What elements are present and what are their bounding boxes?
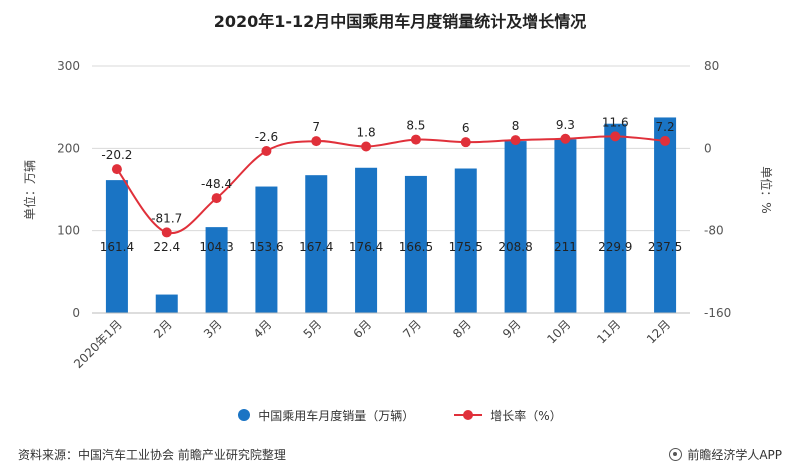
legend-bar-marker xyxy=(238,409,251,421)
chart-title: 2020年1-12月中国乘用车月度销量统计及增长情况 xyxy=(213,12,587,31)
bar-data-label: 161.4 xyxy=(100,240,134,254)
bar-data-label: 175.5 xyxy=(449,240,483,254)
growth-data-label: -81.7 xyxy=(151,211,182,225)
bar-data-label: 104.3 xyxy=(199,240,233,254)
bar-data-label: 176.4 xyxy=(349,240,383,254)
growth-data-label: 1.8 xyxy=(357,125,376,139)
bar-data-label: 211 xyxy=(554,240,577,254)
bar xyxy=(355,167,378,313)
growth-data-label: 8.5 xyxy=(406,119,425,133)
right-tick-label: 80 xyxy=(704,59,719,73)
legend-item-growth[interactable]: 增长率（%） xyxy=(454,407,562,424)
brand-credit: 前瞻经济学人APP xyxy=(669,446,782,463)
bar-data-label: 22.4 xyxy=(153,240,180,254)
bar-data-label: 208.8 xyxy=(498,240,532,254)
growth-data-label: 9.3 xyxy=(556,118,575,132)
left-tick-label: 100 xyxy=(57,224,80,238)
growth-point xyxy=(161,227,172,238)
growth-data-label: 6 xyxy=(462,121,470,135)
x-tick-label: 5月 xyxy=(301,317,325,341)
x-tick-label: 9月 xyxy=(500,317,524,341)
growth-point xyxy=(361,141,372,152)
growth-data-label: -2.6 xyxy=(255,130,278,144)
x-tick-label: 6月 xyxy=(350,317,374,341)
bar xyxy=(305,175,328,313)
legend-line-marker xyxy=(454,409,483,421)
bar-series: 161.4 22.4 104.3 153.6 167.4 176.4 166.5 175.5 2… xyxy=(100,117,682,313)
x-tick-label: 12月 xyxy=(644,317,673,346)
x-tick-label: 4月 xyxy=(251,317,275,341)
bar xyxy=(654,117,677,313)
grid-lines xyxy=(92,65,690,314)
growth-data-label: -20.2 xyxy=(101,148,132,162)
x-tick-label: 10月 xyxy=(544,317,573,346)
bar xyxy=(404,175,427,313)
bar xyxy=(205,227,228,313)
growth-point xyxy=(211,193,222,204)
growth-point xyxy=(460,137,471,148)
bar-data-label: 153.6 xyxy=(249,240,283,254)
bar-data-label: 229.9 xyxy=(598,240,632,254)
bar xyxy=(155,294,178,313)
legend: 中国乘用车月度销量（万辆） 增长率（%） xyxy=(0,404,800,426)
x-tick-label: 7月 xyxy=(400,317,424,341)
left-axis-title: 单位：万辆 xyxy=(22,160,37,220)
growth-point xyxy=(311,136,322,147)
growth-data-label: 11.6 xyxy=(602,115,629,129)
x-tick-label: 11月 xyxy=(594,317,623,346)
bar-data-label: 237.5 xyxy=(648,240,682,254)
growth-data-label: 8 xyxy=(512,119,520,133)
chart-area: 161.4 22.4 104.3 153.6 167.4 176.4 166.5 175.5 2… xyxy=(22,59,774,371)
right-axis-title: 单位：% xyxy=(759,166,774,213)
bar xyxy=(604,123,627,313)
bar xyxy=(255,186,278,313)
bar xyxy=(504,141,527,313)
growth-point xyxy=(660,135,671,146)
right-tick-label: -80 xyxy=(704,224,724,238)
growth-line xyxy=(116,135,666,235)
left-tick-label: 200 xyxy=(57,141,80,155)
growth-point xyxy=(510,135,521,146)
bar-data-label: 167.4 xyxy=(299,240,333,254)
x-tick-label: 8月 xyxy=(450,317,474,341)
growth-point xyxy=(560,133,571,144)
right-tick-label: 0 xyxy=(704,141,712,155)
x-tick-label: 2月 xyxy=(151,317,175,341)
growth-point xyxy=(111,164,122,175)
x-tick-label: 2020年1月 xyxy=(71,317,125,371)
growth-point xyxy=(610,131,621,142)
line-series: -20.2 -81.7 -48.4 -2.6 7 1.8 8.5 6 8 9.3 11.6 7.2 xyxy=(101,115,675,238)
legend-item-sales[interactable]: 中国乘用车月度销量（万辆） xyxy=(238,407,414,424)
left-tick-label: 300 xyxy=(57,59,80,73)
legend-growth-label: 增长率（%） xyxy=(490,408,562,423)
bar xyxy=(554,139,577,313)
brand-name: 前瞻经济学人APP xyxy=(687,448,782,462)
legend-sales-label: 中国乘用车月度销量（万辆） xyxy=(258,408,415,423)
bar-data-label: 166.5 xyxy=(399,240,433,254)
brand-logo-icon xyxy=(669,448,683,461)
right-tick-label: -160 xyxy=(704,306,731,320)
growth-data-label: 7.2 xyxy=(656,120,675,134)
bar xyxy=(454,168,477,313)
growth-data-label: -48.4 xyxy=(201,177,232,191)
bar xyxy=(105,180,128,313)
growth-data-label: 7 xyxy=(312,120,320,134)
source-note: 资料来源：中国汽车工业协会 前瞻产业研究院整理 xyxy=(18,448,286,462)
x-tick-label: 3月 xyxy=(201,317,225,341)
growth-point xyxy=(410,134,421,145)
left-tick-label: 0 xyxy=(72,306,80,320)
growth-point xyxy=(261,146,272,157)
